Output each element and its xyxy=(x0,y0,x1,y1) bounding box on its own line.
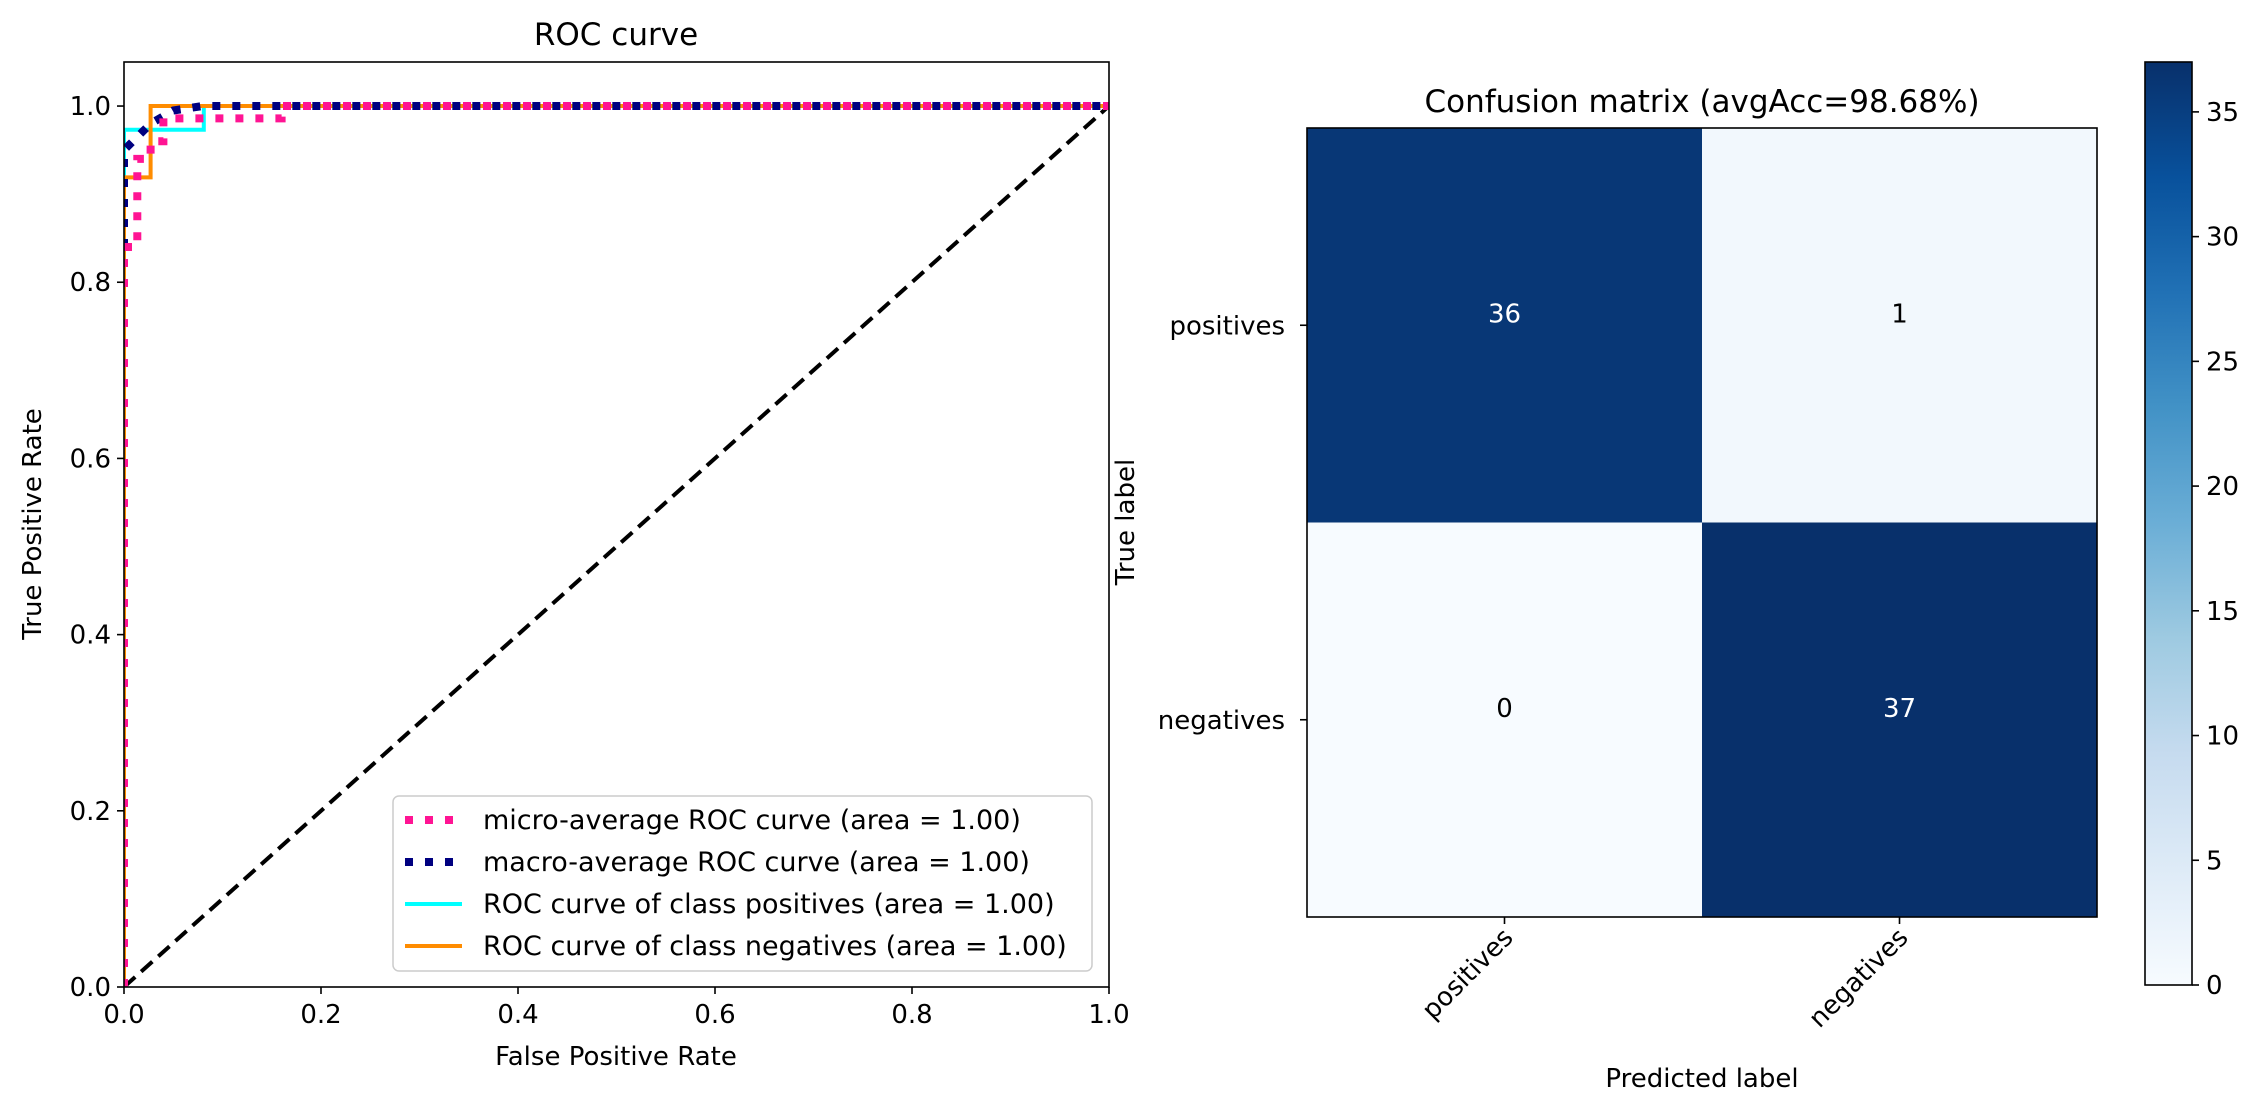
roc-y-tick-label: 0.8 xyxy=(70,268,111,298)
legend-label-class-positives: ROC curve of class positives (area = 1.0… xyxy=(483,889,1055,920)
roc-series-line-1 xyxy=(124,102,1109,987)
confusion-matrix-cell-value: 37 xyxy=(1883,694,1916,724)
confusion-matrix-y-tick-label: positives xyxy=(1169,311,1285,341)
colorbar-tick-label: 10 xyxy=(2206,722,2239,752)
roc-x-tick-label: 0.4 xyxy=(497,1000,538,1030)
colorbar-tick-label: 35 xyxy=(2206,98,2239,128)
roc-legend: micro-average ROC curve (area = 1.00) ma… xyxy=(392,795,1093,972)
confusion-matrix-cell xyxy=(1702,128,2097,523)
roc-y-ticks: 0.0 0.2 0.4 0.6 0.8 1.0 xyxy=(70,92,124,1003)
colorbar: 0 5 10 15 20 25 30 35 xyxy=(2144,61,2239,1001)
confusion-matrix-cell xyxy=(1702,522,2097,917)
roc-series-line-0 xyxy=(124,102,1109,987)
colorbar-tick-label: 5 xyxy=(2206,846,2223,876)
roc-y-tick-label: 0.6 xyxy=(70,444,111,474)
roc-legend-box xyxy=(392,795,1093,972)
roc-x-tick-label: 1.0 xyxy=(1088,1000,1129,1030)
roc-series-group xyxy=(124,102,1109,987)
confusion-matrix-cell-value: 1 xyxy=(1891,299,1908,329)
legend-label-macro-average: macro-average ROC curve (area = 1.00) xyxy=(483,847,1030,878)
confusion-matrix-x-tick-label: positives xyxy=(1417,923,1520,1026)
confusion-matrix-frame xyxy=(1306,127,2098,918)
confusion-matrix-y-axis-label: True label xyxy=(1111,459,1141,586)
roc-axes-frame xyxy=(123,61,1110,988)
confusion-matrix-cell xyxy=(1307,522,1702,917)
confusion-matrix-x-tick-label: negatives xyxy=(1803,923,1914,1034)
confusion-matrix-cells: 36 1 0 37 xyxy=(1307,128,2097,917)
confusion-matrix-cell-value: 36 xyxy=(1488,299,1521,329)
confusion-matrix-cell xyxy=(1307,128,1702,523)
confusion-matrix-title: Confusion matrix (avgAcc=98.68%) xyxy=(1424,84,1979,120)
roc-y-tick-label: 0.0 xyxy=(70,973,111,1003)
confusion-matrix-y-tick-label: negatives xyxy=(1158,706,1285,736)
confusion-matrix-x-axis-label: Predicted label xyxy=(1605,1064,1798,1094)
roc-x-ticks: 0.0 0.2 0.4 0.6 0.8 1.0 xyxy=(103,987,1130,1030)
colorbar-tick-label: 0 xyxy=(2206,971,2223,1001)
colorbar-tick-label: 25 xyxy=(2206,347,2239,377)
roc-y-tick-label: 0.2 xyxy=(70,797,111,827)
legend-label-micro-average: micro-average ROC curve (area = 1.00) xyxy=(483,805,1021,836)
legend-label-class-negatives: ROC curve of class negatives (area = 1.0… xyxy=(483,931,1067,962)
roc-x-tick-label: 0.0 xyxy=(103,1000,144,1030)
roc-x-tick-label: 0.6 xyxy=(694,1000,735,1030)
confusion-matrix-cell-value: 0 xyxy=(1496,694,1513,724)
colorbar-tick-label: 30 xyxy=(2206,223,2239,253)
roc-y-axis-label: True Positive Rate xyxy=(18,408,48,641)
roc-y-tick-label: 1.0 xyxy=(70,92,111,122)
roc-series-line-4 xyxy=(124,104,1109,987)
colorbar-tick-label: 20 xyxy=(2206,472,2239,502)
roc-chart: ROC curve 0.0 0.2 0.4 0.6 0.8 1.0 0.00.20.40.… xyxy=(18,17,1130,1072)
colorbar-ticks: 0 5 10 15 20 25 30 35 xyxy=(2192,98,2239,1001)
roc-title: ROC curve xyxy=(534,17,698,53)
confusion-matrix-chart: Confusion matrix (avgAcc=98.68%) 36 10 37 … xyxy=(1111,61,2239,1094)
roc-x-tick-label: 0.8 xyxy=(891,1000,932,1030)
colorbar-frame xyxy=(2144,61,2193,986)
roc-x-tick-label: 0.2 xyxy=(300,1000,341,1030)
colorbar-tick-label: 15 xyxy=(2206,597,2239,627)
colorbar-gradient xyxy=(2145,62,2192,985)
roc-y-tick-label: 0.4 xyxy=(70,621,111,651)
roc-x-axis-label: False Positive Rate xyxy=(495,1042,737,1072)
